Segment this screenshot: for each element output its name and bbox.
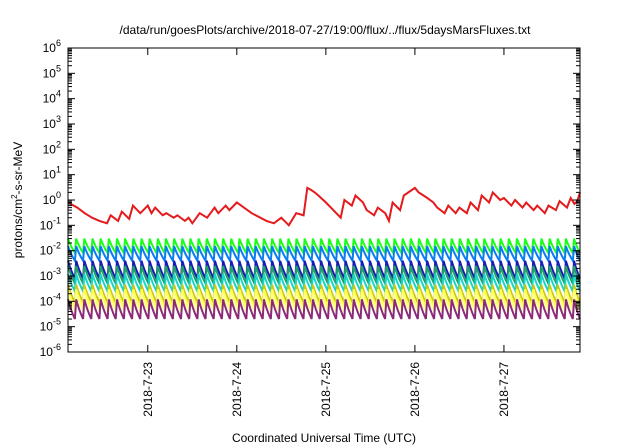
- series-line-1: [67, 186, 581, 227]
- y-tick-label: 10-5: [40, 317, 61, 334]
- series-layer: [67, 186, 581, 320]
- y-tick-label: 104: [43, 89, 61, 106]
- y-axis-label: protons/cm2-s-sr-MeV: [10, 142, 25, 258]
- y-tick-label: 102: [43, 139, 61, 156]
- y-tick-label: 106: [43, 38, 61, 55]
- x-axis: 2018-7-23 2018-7-24 2018-7-25 2018-7-26 2018…: [141, 48, 511, 417]
- background-series-line-4: [67, 265, 581, 288]
- background-series-line-2: [67, 245, 581, 264]
- x-axis-label: Coordinated Universal Time (UTC): [232, 431, 416, 445]
- background-series-line-6: [67, 284, 581, 307]
- x-tick-label: 2018-7-23: [141, 362, 155, 417]
- y-tick-label: 10-1: [40, 215, 61, 232]
- y-tick-label: 103: [43, 114, 61, 131]
- x-tick-label: 2018-7-26: [408, 362, 422, 417]
- background-series-line-9: [67, 299, 581, 320]
- background-series-line-7: [67, 288, 581, 311]
- background-series-line-8: [67, 294, 581, 315]
- y-tick-label: 10-4: [40, 291, 61, 308]
- y-tick-label: 101: [43, 165, 61, 182]
- chart-title: /data/run/goesPlots/archive/2018-07-27/1…: [120, 23, 532, 37]
- y-tick-label: 100: [43, 190, 61, 207]
- y-tick-label: 10-6: [40, 342, 61, 359]
- y-tick-label: 10-3: [40, 266, 61, 283]
- x-tick-label: 2018-7-25: [319, 362, 333, 417]
- x-tick-label: 2018-7-24: [230, 362, 244, 417]
- background-series-line-5: [67, 273, 581, 295]
- x-tick-label: 2018-7-27: [497, 362, 511, 417]
- y-tick-label: 105: [43, 63, 61, 80]
- background-series-line-3: [67, 260, 581, 283]
- background-series-line-1: [67, 238, 581, 257]
- y-axis: 10-6 10-5 10-4 10-3 10-2 10-1 100 101 102 103 104 1…: [40, 38, 580, 359]
- y-tick-label: 10-2: [40, 241, 61, 258]
